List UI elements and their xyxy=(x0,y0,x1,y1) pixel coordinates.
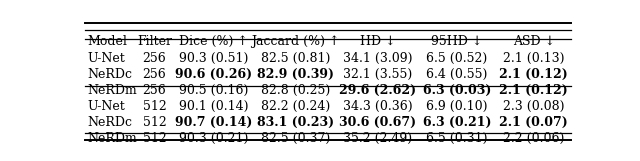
Text: 34.1 (3.09): 34.1 (3.09) xyxy=(343,52,412,65)
Text: 29.6 (2.62): 29.6 (2.62) xyxy=(339,84,416,97)
Text: HD ↓: HD ↓ xyxy=(360,35,396,48)
Text: Dice (%) ↑: Dice (%) ↑ xyxy=(179,35,248,48)
Text: Model: Model xyxy=(88,35,127,48)
Text: 90.6 (0.26): 90.6 (0.26) xyxy=(175,68,253,81)
Text: 90.7 (0.14): 90.7 (0.14) xyxy=(175,116,253,129)
Text: 2.2 (0.06): 2.2 (0.06) xyxy=(503,132,564,145)
Text: NeRDc: NeRDc xyxy=(88,116,132,129)
Text: 2.3 (0.08): 2.3 (0.08) xyxy=(503,100,564,113)
Text: 6.4 (0.55): 6.4 (0.55) xyxy=(426,68,488,81)
Text: 82.5 (0.37): 82.5 (0.37) xyxy=(261,132,330,145)
Text: 90.5 (0.16): 90.5 (0.16) xyxy=(179,84,248,97)
Text: 256: 256 xyxy=(143,68,166,81)
Text: 512: 512 xyxy=(143,116,166,129)
Text: NeRDm: NeRDm xyxy=(88,84,137,97)
Text: 2.1 (0.12): 2.1 (0.12) xyxy=(499,68,568,81)
Text: 2.1 (0.07): 2.1 (0.07) xyxy=(499,116,568,129)
Text: 90.3 (0.21): 90.3 (0.21) xyxy=(179,132,248,145)
Text: 256: 256 xyxy=(143,52,166,65)
Text: ASD ↓: ASD ↓ xyxy=(513,35,555,48)
Text: 6.5 (0.31): 6.5 (0.31) xyxy=(426,132,488,145)
Text: 256: 256 xyxy=(143,84,166,97)
Text: 6.5 (0.52): 6.5 (0.52) xyxy=(426,52,488,65)
Text: 95HD ↓: 95HD ↓ xyxy=(431,35,483,48)
Text: U-Net: U-Net xyxy=(88,52,125,65)
Text: Filter: Filter xyxy=(137,35,172,48)
Text: 30.6 (0.67): 30.6 (0.67) xyxy=(339,116,416,129)
Text: 512: 512 xyxy=(143,100,166,113)
Text: 82.9 (0.39): 82.9 (0.39) xyxy=(257,68,334,81)
Text: 35.2 (2.49): 35.2 (2.49) xyxy=(343,132,412,145)
Text: NeRDc: NeRDc xyxy=(88,68,132,81)
Text: 90.3 (0.51): 90.3 (0.51) xyxy=(179,52,248,65)
Text: Jaccard (%) ↑: Jaccard (%) ↑ xyxy=(252,35,340,48)
Text: 82.2 (0.24): 82.2 (0.24) xyxy=(261,100,330,113)
Text: 34.3 (0.36): 34.3 (0.36) xyxy=(343,100,412,113)
Text: 82.5 (0.81): 82.5 (0.81) xyxy=(261,52,330,65)
Text: 82.8 (0.25): 82.8 (0.25) xyxy=(261,84,330,97)
Text: 6.9 (0.10): 6.9 (0.10) xyxy=(426,100,488,113)
Text: 90.1 (0.14): 90.1 (0.14) xyxy=(179,100,249,113)
Text: 83.1 (0.23): 83.1 (0.23) xyxy=(257,116,334,129)
Text: 2.1 (0.12): 2.1 (0.12) xyxy=(499,84,568,97)
Text: 2.1 (0.13): 2.1 (0.13) xyxy=(503,52,564,65)
Text: 32.1 (3.55): 32.1 (3.55) xyxy=(343,68,412,81)
Text: NeRDm: NeRDm xyxy=(88,132,137,145)
Text: 6.3 (0.21): 6.3 (0.21) xyxy=(422,116,492,129)
Text: 512: 512 xyxy=(143,132,166,145)
Text: U-Net: U-Net xyxy=(88,100,125,113)
Text: 6.3 (0.03): 6.3 (0.03) xyxy=(423,84,491,97)
